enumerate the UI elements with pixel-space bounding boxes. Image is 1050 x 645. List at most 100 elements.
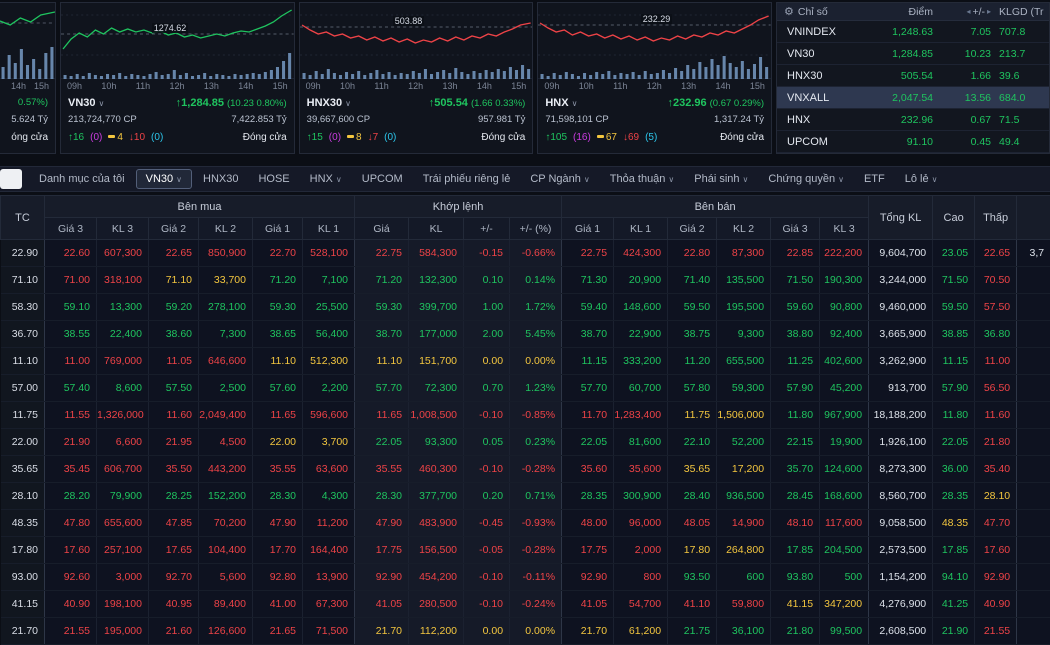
board-cell[interactable]: 528,100 [303,240,355,267]
board-cell[interactable]: 11.65 [253,402,303,429]
extra-cell[interactable] [1017,294,1050,321]
board-cell[interactable]: 71.10 [149,267,199,294]
board-cell[interactable]: 164,400 [303,537,355,564]
board-cell[interactable]: 57.40 [45,375,97,402]
board-cell[interactable]: 57.70 [562,375,614,402]
prev-arrow-icon[interactable]: ◂ [966,7,970,16]
board-cell[interactable]: 1,008,500 [409,402,464,429]
board-cell[interactable]: 38.80 [771,321,820,348]
board-cell[interactable]: 1,506,000 [717,402,771,429]
board-cell[interactable]: 11.55 [45,402,97,429]
board-cell[interactable]: 21.75 [668,618,717,645]
board-cell[interactable]: 0.00% [510,618,562,645]
tc-cell[interactable]: 22.00 [1,429,45,456]
extra-cell[interactable] [1017,375,1050,402]
board-cell[interactable]: 59,800 [717,591,771,618]
board-cell[interactable]: -0.05 [464,537,510,564]
board-cell[interactable]: 769,000 [97,348,149,375]
search-input[interactable] [0,169,22,189]
board-cell[interactable]: 35.65 [668,456,717,483]
total-volume-cell[interactable]: 8,560,700 [869,483,933,510]
board-cell[interactable]: 47.90 [355,510,409,537]
board-cell[interactable]: 483,900 [409,510,464,537]
board-cell[interactable]: 71.30 [562,267,614,294]
board-cell[interactable]: 646,600 [199,348,253,375]
board-cell[interactable]: 204,500 [820,537,869,564]
tab-cp-ngành[interactable]: CP Ngành∨ [521,170,598,188]
low-cell[interactable]: 11.00 [975,348,1017,375]
board-cell[interactable]: 99,500 [820,618,869,645]
board-cell[interactable]: 35.60 [562,456,614,483]
board-cell[interactable]: 57.70 [355,375,409,402]
tc-cell[interactable]: 57.00 [1,375,45,402]
board-cell[interactable]: 17.75 [355,537,409,564]
board-cell[interactable]: 22.70 [253,240,303,267]
board-cell[interactable]: 40.90 [45,591,97,618]
board-cell[interactable]: 460,300 [409,456,464,483]
board-cell[interactable]: -0.10 [464,456,510,483]
board-cell[interactable]: 70,200 [199,510,253,537]
total-volume-cell[interactable]: 1,926,100 [869,429,933,456]
board-cell[interactable]: 41.10 [668,591,717,618]
tab-chứng-quyền[interactable]: Chứng quyền∨ [759,170,853,188]
board-cell[interactable]: 11.15 [562,348,614,375]
high-cell[interactable]: 22.05 [933,429,975,456]
board-cell[interactable]: 22.10 [668,429,717,456]
low-cell[interactable]: 22.65 [975,240,1017,267]
extra-cell[interactable]: 3,7 [1017,240,1050,267]
high-cell[interactable]: 36.00 [933,456,975,483]
tab-trái-phiếu-riêng-lẻ[interactable]: Trái phiếu riêng lẻ [414,170,520,188]
board-cell[interactable]: 1.00 [464,294,510,321]
board-cell[interactable]: 28.25 [149,483,199,510]
board-cell[interactable]: 424,300 [614,240,668,267]
board-cell[interactable]: 443,200 [199,456,253,483]
tc-cell[interactable]: 48.35 [1,510,45,537]
board-cell[interactable]: -0.28% [510,456,562,483]
board-cell[interactable]: 22,400 [97,321,149,348]
board-cell[interactable]: 59.30 [355,294,409,321]
board-cell[interactable]: 11.00 [45,348,97,375]
board-cell[interactable]: -0.93% [510,510,562,537]
board-cell[interactable]: 3,000 [97,564,149,591]
board-cell[interactable]: 8,600 [97,375,149,402]
board-cell[interactable]: 54,700 [614,591,668,618]
board-cell[interactable]: 278,100 [199,294,253,321]
low-cell[interactable]: 92.90 [975,564,1017,591]
board-cell[interactable]: 0.00% [510,348,562,375]
index-selector[interactable]: HNX30∨ [307,93,351,111]
board-cell[interactable]: 124,600 [820,456,869,483]
board-cell[interactable]: 59.10 [45,294,97,321]
board-cell[interactable]: 41.05 [562,591,614,618]
board-cell[interactable]: 156,500 [409,537,464,564]
board-cell[interactable]: 28.20 [45,483,97,510]
high-cell[interactable]: 59.50 [933,294,975,321]
board-cell[interactable]: 2,000 [614,537,668,564]
board-cell[interactable]: 90,800 [820,294,869,321]
tc-cell[interactable]: 41.15 [1,591,45,618]
board-cell[interactable]: 93.80 [771,564,820,591]
board-cell[interactable]: 17.65 [149,537,199,564]
board-cell[interactable]: 596,600 [303,402,355,429]
board-cell[interactable]: 28.40 [668,483,717,510]
board-cell[interactable]: 6,600 [97,429,149,456]
board-cell[interactable]: 500 [820,564,869,591]
high-cell[interactable]: 17.85 [933,537,975,564]
board-cell[interactable]: 71.00 [45,267,97,294]
high-cell[interactable]: 11.15 [933,348,975,375]
index-selector[interactable]: HNX∨ [545,93,577,111]
board-cell[interactable]: 11.10 [355,348,409,375]
total-volume-cell[interactable]: 8,273,300 [869,456,933,483]
board-cell[interactable]: 28.30 [355,483,409,510]
board-cell[interactable]: 1.72% [510,294,562,321]
board-cell[interactable]: 104,400 [199,537,253,564]
board-cell[interactable]: 4,500 [199,429,253,456]
board-cell[interactable]: 5.45% [510,321,562,348]
board-cell[interactable]: 71.50 [771,267,820,294]
board-cell[interactable]: 11.80 [771,402,820,429]
